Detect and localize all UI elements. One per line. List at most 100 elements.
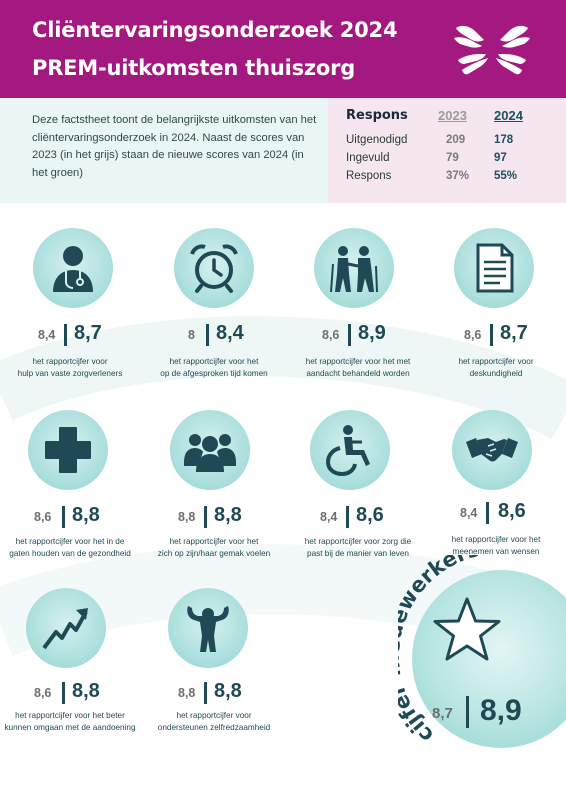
group-icon [184, 434, 236, 472]
score-2023: 8 [188, 328, 195, 342]
medewerkers-score-divider [466, 696, 469, 728]
star-icon [433, 597, 501, 661]
desc-line: het rapportcijfer voor het in de [15, 537, 125, 546]
alarm-clock-icon [190, 244, 238, 293]
document-icon [476, 243, 514, 293]
score-pair: 8,4 8,7 [0, 322, 140, 352]
score-pair: 8,8 8,8 [144, 504, 284, 534]
score-description: het rapportcijfer voor ondersteunen zelf… [144, 710, 284, 734]
score-2024: 8,8 [214, 504, 242, 526]
respons-row-2023: 37% [446, 170, 470, 182]
doctor-icon [53, 246, 93, 292]
page-title: Cliëntervaringsonderzoek 2024 [32, 18, 398, 42]
score-description: het rapportcijfer voor het op de afgespr… [144, 356, 284, 380]
score-pair: 8,8 8,8 [144, 680, 284, 710]
score-description: het rapportcijfer voor het beter kunnen … [0, 710, 140, 734]
score-description: het rapportcijfer voor deskundigheid [426, 356, 566, 380]
score-2023: 8,6 [464, 328, 482, 342]
score-2024: 8,7 [74, 322, 102, 344]
score-divider [62, 682, 65, 704]
medewerkers-score-2024: 8,9 [480, 694, 522, 727]
score-description: het rapportcijfer voor hulp van vaste zo… [0, 356, 140, 380]
intro-text: Deze factstheet toont de belangrijkste u… [32, 114, 317, 179]
desc-line: ondersteunen zelfredzaamheid [157, 723, 271, 732]
header-banner: Cliëntervaringsonderzoek 2024 PREM-uitko… [0, 0, 566, 98]
desc-line: het rapportcijfer voor [458, 357, 534, 366]
respons-row: Respons 37% 55% [346, 170, 556, 188]
desc-line: het rapportcijfer voor het beter [15, 711, 125, 720]
desc-line: het rapportcijfer voor het [451, 535, 541, 544]
score-pair: 8 8,4 [144, 322, 284, 352]
respons-row-label: Uitgenodigd [346, 134, 408, 146]
respons-row-2024: 55% [494, 170, 518, 182]
document-icon-circle [454, 228, 534, 308]
respons-row-2023: 79 [446, 152, 459, 164]
medewerkers-circle [412, 570, 566, 748]
score-2024: 8,6 [356, 504, 384, 526]
score-pair: 8,6 8,8 [0, 680, 140, 710]
year-2024-header: 2024 [494, 108, 523, 123]
desc-line: het rapportcijfer voor het met [305, 357, 411, 366]
score-description: het rapportcijfer voor zorg die past bij… [288, 536, 428, 560]
doctor-icon-circle [33, 228, 113, 308]
score-2024: 8,8 [72, 680, 100, 702]
score-2024: 8,8 [214, 680, 242, 702]
desc-line: meenemen van wensen [452, 547, 540, 556]
score-description: het rapportcijfer voor het in de gaten h… [0, 536, 140, 560]
strong-person-icon-circle [168, 588, 248, 668]
score-description: het rapportcijfer voor het meenemen van … [426, 534, 566, 558]
desc-line: op de afgesproken tijd komen [160, 369, 268, 378]
respons-panel: Respons 2023 2024 Uitgenodigd 209 178 In… [328, 98, 566, 203]
page-subtitle: PREM-uitkomsten thuiszorg [32, 56, 356, 80]
respons-title: Respons [346, 108, 408, 123]
desc-line: zich op zijn/haar gemak voelen [157, 549, 271, 558]
score-description: het rapportcijfer voor het zich op zijn/… [144, 536, 284, 560]
respons-row-2023: 209 [446, 134, 466, 146]
group-icon-circle [170, 410, 250, 490]
respons-row-label: Ingevuld [346, 152, 390, 164]
score-divider [348, 324, 351, 346]
score-divider [486, 502, 489, 524]
score-divider [62, 506, 65, 528]
respons-row-2024: 97 [494, 152, 507, 164]
desc-line: hulp van vaste zorgverleners [17, 369, 123, 378]
elderly-couple-icon [330, 246, 378, 293]
score-pair: 8,6 8,9 [288, 322, 428, 352]
handshake-icon-circle [452, 410, 532, 490]
score-pair: 8,6 8,7 [426, 322, 566, 352]
desc-line: het rapportcijfer voor zorg die [304, 537, 412, 546]
score-pair: 8,4 8,6 [288, 504, 428, 534]
respons-row: Uitgenodigd 209 178 [346, 134, 556, 152]
score-2023: 8,8 [178, 686, 196, 700]
handshake-icon [466, 438, 518, 462]
score-2023: 8,8 [178, 510, 196, 524]
score-description: het rapportcijfer voor het met aandacht … [288, 356, 428, 380]
desc-line: past bij de manier van leven [307, 549, 409, 558]
score-2024: 8,6 [498, 500, 526, 522]
medical-cross-icon-circle [28, 410, 108, 490]
score-2023: 8,4 [460, 506, 478, 520]
intro-panel: Deze factstheet toont de belangrijkste u… [0, 98, 328, 203]
score-divider [206, 324, 209, 346]
score-2024: 8,4 [216, 322, 244, 344]
respons-row-2024: 178 [494, 134, 514, 146]
score-2024: 8,8 [72, 504, 100, 526]
desc-line: het rapportcijfer voor [176, 711, 252, 720]
desc-line: kunnen omgaan met de aandoening [4, 723, 136, 732]
trend-up-icon [42, 608, 88, 650]
score-2023: 8,6 [34, 686, 52, 700]
score-divider [64, 324, 67, 346]
desc-line: gaten houden van de gezondheid [9, 549, 131, 558]
strong-person-icon [187, 606, 229, 652]
desc-line: het rapportcijfer voor het [169, 357, 259, 366]
medical-cross-icon [45, 427, 91, 473]
wheelchair-icon [325, 425, 370, 476]
year-2023-header: 2023 [438, 108, 467, 123]
score-pair: 8,6 8,8 [0, 504, 140, 534]
score-2023: 8,6 [322, 328, 340, 342]
score-divider [204, 506, 207, 528]
score-2023: 8,4 [320, 510, 338, 524]
wheelchair-icon-circle [310, 410, 390, 490]
score-2023: 8,6 [34, 510, 52, 524]
score-2024: 8,7 [500, 322, 528, 344]
